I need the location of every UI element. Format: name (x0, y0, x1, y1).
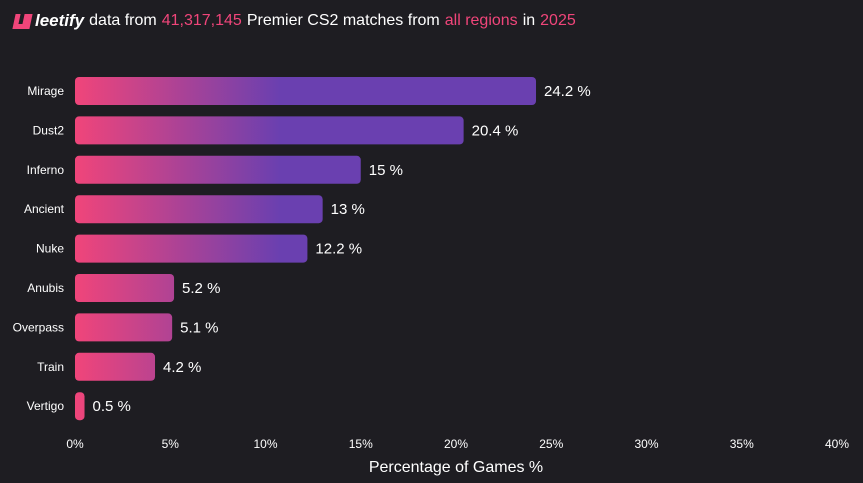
category-label: Anubis (27, 281, 64, 295)
x-tick-label: 10% (253, 437, 277, 451)
category-label: Ancient (24, 202, 65, 216)
bar-dust2 (75, 116, 464, 145)
bar-mirage (75, 77, 537, 105)
x-tick-label: 20% (444, 437, 468, 451)
leetify-logo: leetify (12, 11, 85, 31)
header-text: in (522, 12, 536, 29)
bar-nuke (75, 234, 308, 263)
category-label: Train (37, 360, 64, 374)
bar-train (75, 352, 156, 381)
logo-text: leetify (35, 11, 85, 30)
category-label: Inferno (27, 163, 65, 177)
bar-overpass (75, 313, 173, 342)
category-label: Mirage (27, 84, 64, 98)
value-label: 4.2 % (163, 359, 201, 376)
bar-inferno (75, 155, 361, 184)
category-label: Vertigo (27, 399, 65, 413)
value-label: 0.5 % (93, 398, 131, 415)
x-tick-label: 30% (634, 437, 658, 451)
bar-anubis (75, 274, 175, 302)
region-filter: all regions (444, 12, 518, 29)
header-text: data from (89, 12, 157, 29)
x-tick-label: 5% (162, 437, 180, 451)
x-axis-label: Percentage of Games % (369, 459, 543, 476)
year-filter: 2025 (540, 12, 576, 29)
bar-vertigo (75, 392, 85, 421)
x-tick-label: 15% (349, 437, 373, 451)
x-tick-label: 0% (66, 437, 84, 451)
value-label: 13 % (331, 201, 365, 218)
category-label: Nuke (36, 242, 64, 256)
category-label: Overpass (13, 320, 64, 334)
chart-header: leetify data from 41,317,145 Premier CS2… (12, 11, 576, 31)
value-label: 5.1 % (180, 319, 218, 336)
value-label: 20.4 % (472, 122, 519, 139)
x-tick-label: 25% (539, 437, 563, 451)
value-label: 5.2 % (182, 280, 220, 297)
bar-ancient (75, 195, 323, 224)
x-tick-label: 35% (730, 437, 754, 451)
match-count: 41,317,145 (161, 12, 242, 29)
value-label: 15 % (369, 162, 403, 179)
value-label: 12.2 % (315, 241, 362, 258)
x-tick-label: 40% (825, 437, 849, 451)
header-text: Premier CS2 matches from (246, 12, 440, 29)
category-label: Dust2 (33, 123, 65, 137)
value-label: 24.2 % (544, 83, 591, 100)
